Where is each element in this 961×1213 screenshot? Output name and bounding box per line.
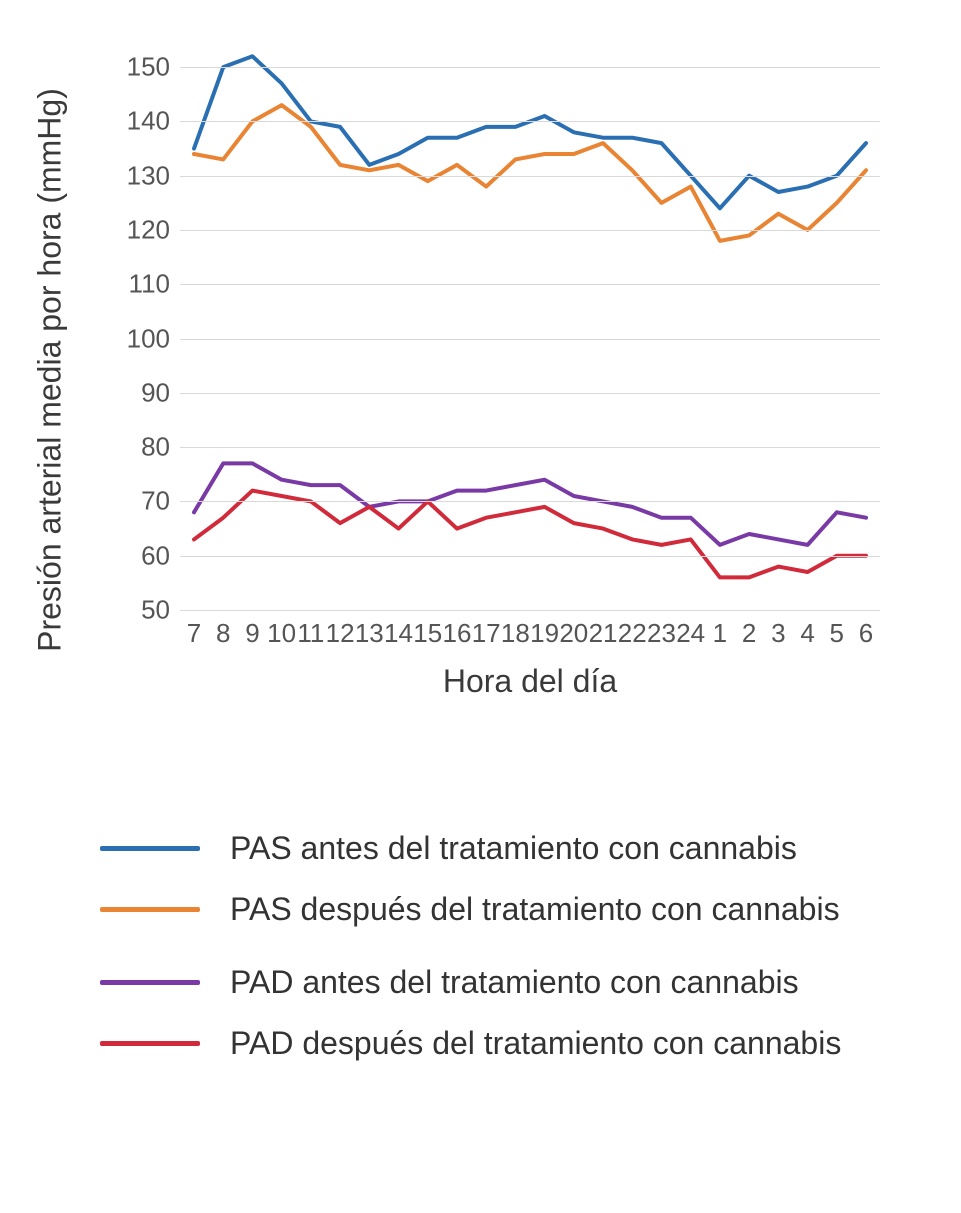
gridline xyxy=(180,67,880,68)
series-pas_after xyxy=(194,105,866,241)
xtick-label: 15 xyxy=(413,610,442,649)
ytick-label: 60 xyxy=(141,540,180,571)
xtick-label: 24 xyxy=(676,610,705,649)
ytick-label: 90 xyxy=(141,377,180,408)
gridline xyxy=(180,284,880,285)
xtick-label: 23 xyxy=(647,610,676,649)
gridline xyxy=(180,556,880,557)
legend-swatch xyxy=(100,846,200,851)
legend-label: PAD antes del tratamiento con cannabis xyxy=(230,964,799,1001)
xtick-label: 2 xyxy=(742,610,756,649)
xtick-label: 17 xyxy=(472,610,501,649)
ytick-label: 50 xyxy=(141,595,180,626)
ytick-label: 100 xyxy=(127,323,180,354)
xtick-label: 3 xyxy=(771,610,785,649)
gridline xyxy=(180,501,880,502)
xtick-label: 21 xyxy=(589,610,618,649)
xtick-label: 19 xyxy=(530,610,559,649)
legend: PAS antes del tratamiento con cannabis PA… xyxy=(100,830,900,1098)
xtick-label: 1 xyxy=(713,610,727,649)
legend-label: PAS antes del tratamiento con cannabis xyxy=(230,830,797,867)
xtick-label: 7 xyxy=(187,610,201,649)
chart-lines-svg xyxy=(180,40,880,610)
xtick-label: 4 xyxy=(800,610,814,649)
legend-swatch xyxy=(100,907,200,912)
legend-item-pas_after: PAS después del tratamiento con cannabis xyxy=(100,891,900,928)
page: Presión arterial media por hora (mmHg) H… xyxy=(0,0,961,1213)
legend-item-pad_before: PAD antes del tratamiento con cannabis xyxy=(100,964,900,1001)
legend-item-pas_before: PAS antes del tratamiento con cannabis xyxy=(100,830,900,867)
xtick-label: 20 xyxy=(559,610,588,649)
xtick-label: 22 xyxy=(618,610,647,649)
plot-area: Hora del día 506070809010011012013014015… xyxy=(180,40,880,610)
ytick-label: 140 xyxy=(127,106,180,137)
legend-swatch xyxy=(100,1041,200,1046)
ytick-label: 130 xyxy=(127,160,180,191)
xtick-label: 10 xyxy=(267,610,296,649)
xtick-label: 12 xyxy=(326,610,355,649)
xtick-label: 5 xyxy=(830,610,844,649)
legend-item-pad_after: PAD después del tratamiento con cannabis xyxy=(100,1025,900,1062)
ytick-label: 150 xyxy=(127,52,180,83)
series-pad_before xyxy=(194,463,866,544)
xtick-label: 11 xyxy=(297,610,324,649)
gridline xyxy=(180,230,880,231)
gridline xyxy=(180,447,880,448)
xtick-label: 6 xyxy=(859,610,873,649)
legend-label: PAS después del tratamiento con cannabis xyxy=(230,891,840,928)
legend-swatch xyxy=(100,980,200,985)
x-axis-label: Hora del día xyxy=(443,663,617,700)
xtick-label: 18 xyxy=(501,610,530,649)
xtick-label: 8 xyxy=(216,610,230,649)
gridline xyxy=(180,121,880,122)
ytick-label: 70 xyxy=(141,486,180,517)
y-axis-label: Presión arterial media por hora (mmHg) xyxy=(32,88,69,652)
series-pad_after xyxy=(194,491,866,578)
series-pas_before xyxy=(194,56,866,208)
xtick-label: 14 xyxy=(384,610,413,649)
legend-group: PAD antes del tratamiento con cannabis PA… xyxy=(100,964,900,1062)
xtick-label: 9 xyxy=(245,610,259,649)
ytick-label: 80 xyxy=(141,432,180,463)
ytick-label: 120 xyxy=(127,215,180,246)
gridline xyxy=(180,176,880,177)
xtick-label: 13 xyxy=(355,610,384,649)
ytick-label: 110 xyxy=(129,269,180,300)
legend-label: PAD después del tratamiento con cannabis xyxy=(230,1025,841,1062)
chart: Presión arterial media por hora (mmHg) H… xyxy=(60,30,900,710)
gridline xyxy=(180,339,880,340)
xtick-label: 16 xyxy=(442,610,471,649)
gridline xyxy=(180,393,880,394)
legend-group: PAS antes del tratamiento con cannabis PA… xyxy=(100,830,900,928)
